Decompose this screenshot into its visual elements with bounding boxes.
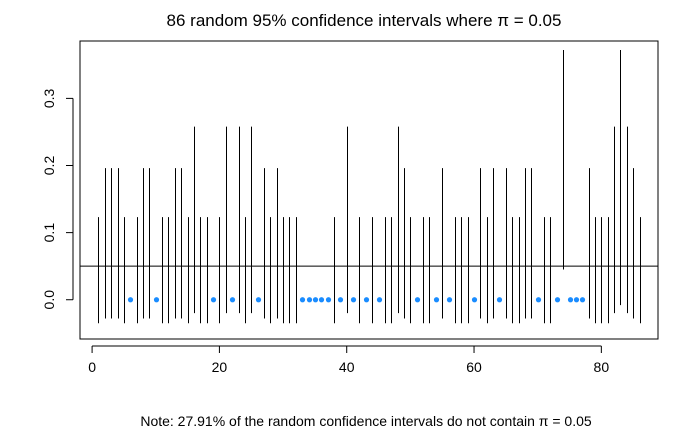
zero-width-interval-point bbox=[229, 297, 236, 303]
zero-width-interval-point bbox=[496, 297, 503, 303]
chart-axes: 0 20 40 60 80 0.0 0.1 0.2 0.3 bbox=[41, 88, 609, 375]
zero-width-interval-point bbox=[312, 297, 319, 303]
zero-width-interval-point bbox=[446, 297, 453, 303]
zero-width-interval-point bbox=[325, 297, 332, 303]
zero-width-interval-point bbox=[567, 297, 574, 303]
x-tick-label: 20 bbox=[212, 359, 228, 375]
x-tick-label: 40 bbox=[339, 359, 355, 375]
zero-width-interval-point bbox=[414, 297, 421, 303]
zero-width-interval-point bbox=[554, 297, 561, 303]
zero-width-interval-point bbox=[535, 297, 542, 303]
zero-width-interval-point bbox=[299, 297, 306, 303]
plot-frame bbox=[79, 40, 659, 340]
zero-width-interval-point bbox=[363, 297, 370, 303]
zero-width-interval-point bbox=[433, 297, 440, 303]
zero-width-interval-point bbox=[306, 297, 313, 303]
zero-width-interval-point bbox=[573, 297, 580, 303]
x-tick-label: 0 bbox=[88, 359, 96, 375]
zero-width-interval-point bbox=[376, 297, 383, 303]
zero-width-interval-point bbox=[579, 297, 586, 303]
chart-title: 86 random 95% confidence intervals where… bbox=[167, 11, 562, 30]
x-tick-label: 80 bbox=[594, 359, 610, 375]
y-tick-label: 0.0 bbox=[41, 290, 57, 310]
zero-width-interval-point bbox=[318, 297, 325, 303]
zero-width-interval-point bbox=[337, 297, 344, 303]
y-tick-label: 0.2 bbox=[41, 156, 57, 176]
chart-note: Note: 27.91% of the random confidence in… bbox=[140, 413, 592, 429]
zero-width-interval-point bbox=[471, 297, 478, 303]
x-tick-label: 60 bbox=[466, 359, 482, 375]
y-tick-label: 0.3 bbox=[41, 88, 57, 108]
zero-width-interval-point bbox=[210, 297, 217, 303]
zero-width-interval-point bbox=[127, 297, 134, 303]
zero-width-interval-point bbox=[255, 297, 262, 303]
y-tick-label: 0.1 bbox=[41, 223, 57, 243]
chart-marks bbox=[80, 50, 658, 324]
zero-width-interval-point bbox=[153, 297, 160, 303]
zero-width-interval-point bbox=[350, 297, 357, 303]
